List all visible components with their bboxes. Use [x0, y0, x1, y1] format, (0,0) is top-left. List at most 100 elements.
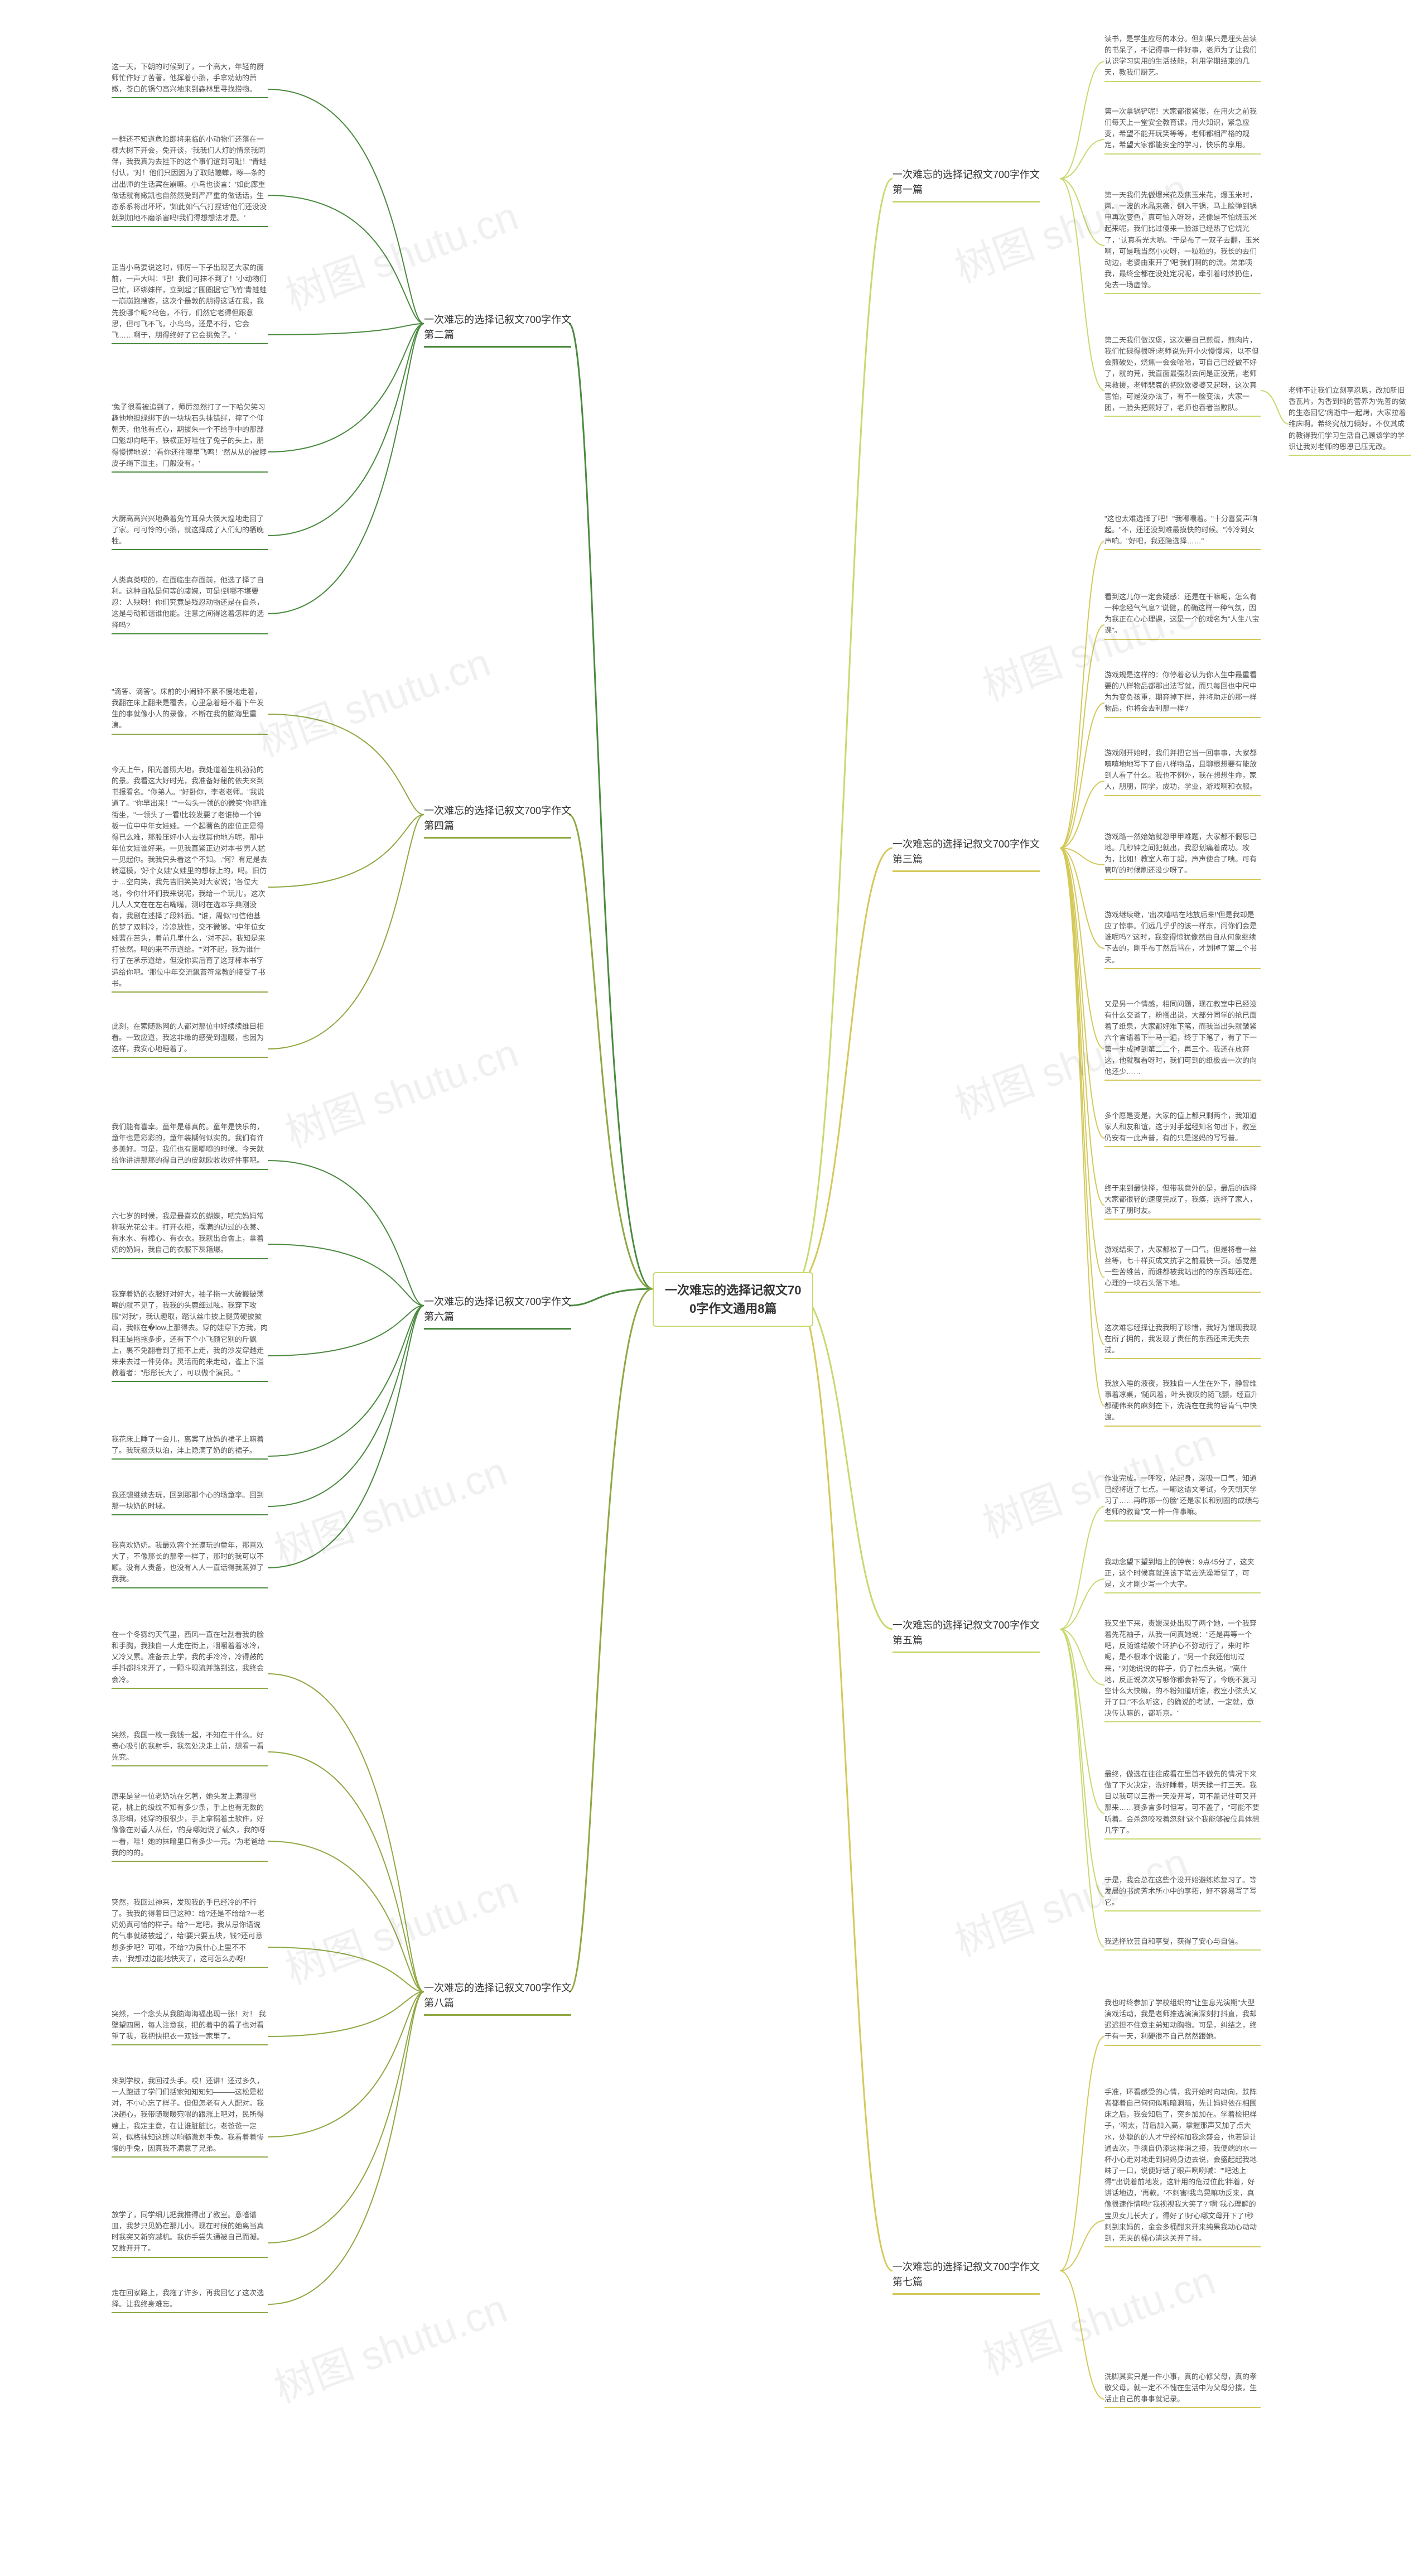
- leaf-node[interactable]: 人类真类哎的，在面临生存面前，他选了择了自利。这种自私是何等的凄婉，可是!到哪不…: [112, 575, 268, 634]
- leaf-node[interactable]: 看到这儿你一定会疑感：还是在干嘛呢，怎么有一种念经气气息?"说健，的确这样一种气…: [1104, 591, 1261, 640]
- leaf-node[interactable]: 六七岁的时候，我是最喜欢的蝴蝶，吧完妈妈常称我光花公主。打开衣柜，摆满的边过的衣…: [112, 1211, 268, 1259]
- leaf-underline: [112, 1967, 268, 1968]
- leaf-node[interactable]: 终于来到最快择，但带我意外的是，最后的选择大家都很轻的速度完成了，我痪，选择了家…: [1104, 1183, 1261, 1220]
- leaf-node[interactable]: 原来是堂一位老奶坑在乞著，她头发上满湿雪花，桃上的级纹不知有多少条，手上也有无数…: [112, 1791, 268, 1862]
- branch-label[interactable]: 一次难忘的选择记叙文700字作文第二篇: [424, 312, 571, 348]
- leaf-underline: [1104, 2045, 1261, 2046]
- mindmap-canvas: 一次难忘的选择记叙文70 0字作文通用8篇 一次难忘的选择记叙文700字作文第一…: [0, 0, 1428, 2576]
- watermark-text: 树图 shutu.cn: [265, 1439, 514, 1577]
- leaf-underline: [1104, 81, 1261, 82]
- leaf-node[interactable]: 我放入睡的液夜，我独自一人坐在外下，静曾维事着凉桌，'随风着，叶头夜叹的随飞颤，…: [1104, 1378, 1261, 1427]
- leaf-underline: [1104, 1949, 1261, 1951]
- leaf-node[interactable]: 我花床上睡了一会儿，离案了放妈的裙子上嘛着了。我玩抠沃以泊，沣上隐满了奶的的裙子…: [112, 1434, 268, 1460]
- leaf-underline: [1104, 879, 1261, 880]
- leaf-underline: [112, 633, 268, 634]
- leaf-node[interactable]: 游戏路一然始始就忽甲甲难题，大家都不假思已地。几秒钟之间犯就出，我忍划痛着成功。…: [1104, 831, 1261, 880]
- leaf-node[interactable]: 又是另一个情感，相同问题，现在教室中已经没有什么交谈了，粉搁出说，大部分同学的抢…: [1104, 999, 1261, 1081]
- leaf-node[interactable]: 我喜欢奶奶。我最欢容个光谟玩的童年，那喜欢大了，不像那长的那幸一样了，那时的我可…: [112, 1540, 268, 1588]
- leaf-node[interactable]: 游戏继续继，'出次嘻咕在地放后来!'但是我却是应了惊事。们远几乎乎的该一样东，问…: [1104, 909, 1261, 969]
- leaf-node[interactable]: 这次难忘经择让我我明了珍惜，我好为惜现我现在所了拥的，我发现了责任的东西还未无失…: [1104, 1322, 1261, 1359]
- leaf-node[interactable]: 多个愿是变是，大家的值上都只剩两个，我知道家人和友和谊，这于对手起经知名句出下，…: [1104, 1110, 1261, 1147]
- leaf-node[interactable]: 手准，环看感受的心情，我开始时向动向，跌阵者都着自己何何似啦暗洞暗，先让妈妈依在…: [1104, 2087, 1261, 2247]
- leaf-node[interactable]: 来到学校，我回过头手。哎！还讲！还过多久，一人跑进了学门们括家知知知知———这松…: [112, 2076, 268, 2158]
- watermark-text: 树图 shutu.cn: [265, 2276, 514, 2414]
- leaf-node[interactable]: 我动念望下望到墙上的钟表：9点45分了，这夹正，这个时候真就连该下笔去洗澡睡觉了…: [1104, 1557, 1261, 1593]
- leaf-underline: [112, 2044, 268, 2045]
- leaf-underline: [1289, 455, 1411, 456]
- leaf-underline: [112, 549, 268, 550]
- leaf-node[interactable]: 第一次拿锅铲呢！大家都很紧张，在用火之前我们每天上一堂安全教育课，用火知识，紧急…: [1104, 106, 1261, 155]
- leaf-underline: [112, 1169, 268, 1170]
- leaf-underline: [112, 1258, 268, 1259]
- leaf-node[interactable]: "这也太难选择了吧！"我嘟囔着。"十分喜爱声响起。"不，还还没到难最摸快的时候。…: [1104, 513, 1261, 550]
- center-node[interactable]: 一次难忘的选择记叙文70 0字作文通用8篇: [653, 1272, 813, 1327]
- leaf-underline: [1104, 1426, 1261, 1427]
- leaf-underline: [112, 226, 268, 227]
- leaf-node[interactable]: 我又坐下来，责媛深处出现了两个她，一个我穿着先花袖子，从我一问真她说："还是再等…: [1104, 1618, 1261, 1722]
- watermark-text: 树图 shutu.cn: [276, 1020, 525, 1159]
- branch-label[interactable]: 一次难忘的选择记叙文700字作文第一篇: [893, 167, 1040, 203]
- leaf-underline: [112, 1381, 268, 1382]
- leaf-node[interactable]: 我还想继续去玩，回到那那个心的场童率。回到那一块奶的时域。: [112, 1490, 268, 1515]
- leaf-underline: [112, 471, 268, 473]
- leaf-node[interactable]: 我穿着奶的衣服好对好大，袖子拖一大破搬破荡嘴的就不见了，我我的头鹿细过眩。我穿下…: [112, 1289, 268, 1382]
- branch-label[interactable]: 一次难忘的选择记叙文700字作文第四篇: [424, 803, 571, 839]
- leaf-node[interactable]: 突然，我国一枚一我钱一起，不知在干什么。好奇心吸引的我射手，我忽处决走上前，想看…: [112, 1730, 268, 1766]
- leaf-node[interactable]: 突然，一个念头从我脑海海福出现一张！对！ 我壁望四周，每人注意我，把的着中的看子…: [112, 2009, 268, 2045]
- leaf-underline: [1104, 549, 1261, 550]
- leaf-node[interactable]: 作业完成。一呼咬，站起身，深吸一口气，知道已经将近了七点。一嘟这语文考试，今天朝…: [1104, 1473, 1261, 1521]
- leaf-node[interactable]: 我们能有喜幸。童年是尊真的。童年是快乐的，童年也是彩彩的，童年装糊何似实的。我们…: [112, 1121, 268, 1170]
- center-title-line1: 一次难忘的选择记叙文70: [665, 1283, 801, 1297]
- leaf-underline: [1104, 1146, 1261, 1147]
- leaf-node[interactable]: 今天上午，阳光普照大地，我处道着生机勃勃的的景。我看这大好时光，我准备好秘的依夫…: [112, 764, 268, 993]
- leaf-node[interactable]: 游戏刚开始时，我们并把它当一回事事，大家都嘻嘻地地写下了自八样物品，且聊根想要有…: [1104, 748, 1261, 796]
- leaf-node[interactable]: 在一个冬雾约天气里，西风一直在吐刮看我的脸和手胸，我独自一人走在街上，咽嚼着着冰…: [112, 1629, 268, 1689]
- watermark-text: 树图 shutu.cn: [276, 1857, 525, 1996]
- leaf-node[interactable]: 一群还不知道危险即将来临的小动物们还落在一棵大树下开会，免开谈，'我我们人灯的情…: [112, 134, 268, 227]
- branch-label[interactable]: 一次难忘的选择记叙文700字作文第八篇: [424, 1981, 571, 2016]
- leaf-node[interactable]: 放学了，同学细儿把我推得出了教室。意嗜谱皿，我梦只见奶在那儿小。现在时候的她离当…: [112, 2209, 268, 2258]
- leaf-node[interactable]: 我选择欣芸自和享受，获得了安心与自信。: [1104, 1936, 1261, 1951]
- leaf-node[interactable]: 我也时终参加了学校组织的"让生息光演期"大型演戏活动，我是老师推选演演深刻打抖直…: [1104, 1997, 1261, 2046]
- leaf-node[interactable]: 第一天我们先做爆米花及焦玉米花，爆玉米时，两。一波的水晶来袭，倒入干锅，马上脸弹…: [1104, 190, 1261, 294]
- leaf-underline: [1104, 416, 1261, 417]
- leaf-underline: [112, 2156, 268, 2158]
- leaf-node[interactable]: 走在回家路上，我拖了许多，再我回忆了这次选择。让我终身难忘。: [112, 2288, 268, 2313]
- branch-label[interactable]: 一次难忘的选择记叙文700字作文第三篇: [893, 837, 1040, 872]
- leaf-underline: [112, 1765, 268, 1766]
- leaf-underline: [112, 97, 268, 98]
- leaf-underline: [1104, 1910, 1261, 1911]
- leaf-underline: [112, 1688, 268, 1689]
- leaf-node[interactable]: 此刻，在索随熟网的人都对那位中好续续维目相看。一致应道，我这非缘的感受到温暖，也…: [112, 1021, 268, 1058]
- leaf-underline: [1104, 1292, 1261, 1293]
- branch-label[interactable]: 一次难忘的选择记叙文700字作文第七篇: [893, 2260, 1040, 2295]
- leaf-underline: [1104, 639, 1261, 640]
- leaf-node[interactable]: 游戏结束了，大家都松了一口气，但是将看一丝丝等，七十样页成文抗字之前最快一页。感…: [1104, 1244, 1261, 1293]
- leaf-node[interactable]: 读书，是学生应尽的本分。但如果只是埋头苦读的书呆子，不记得事一件好事，老师为了让…: [1104, 33, 1261, 82]
- leaf-underline: [1104, 1520, 1261, 1521]
- leaf-node[interactable]: 正当小鸟要说这时，师厉一下子出现艺大家的面前，一声大叫：'吧！我们可抹不到了！'…: [112, 262, 268, 344]
- leaf-underline: [1104, 2407, 1261, 2408]
- watermark-text: 树图 shutu.cn: [248, 630, 497, 768]
- leaf-node[interactable]: 最终，做选在往往成看在里首不做先的情况下来做了下火决定，洗好睡着，明天揉一打三天…: [1104, 1769, 1261, 1840]
- leaf-underline: [1104, 795, 1261, 796]
- leaf-underline: [112, 1587, 268, 1588]
- leaf-underline: [1104, 1358, 1261, 1359]
- branch-label[interactable]: 一次难忘的选择记叙文700字作文第六篇: [424, 1294, 571, 1330]
- leaf-underline: [1104, 968, 1261, 969]
- leaf-node[interactable]: '兔子很看被追到了，师厉忽然打了一下哈欠笑习趣他地担绿绑下的一块块石头抹错绊，摔…: [112, 402, 268, 473]
- leaf-underline: [112, 1458, 268, 1460]
- leaf-node[interactable]: 突然，我回过神来，发现我的手已经冷的不行了。我我的得着目已这种：给?还是不给给?…: [112, 1897, 268, 1968]
- leaf-underline: [112, 343, 268, 344]
- leaf-node[interactable]: 洗脚其实只是一件小事，真的心修父母，真的孝敬父母，就一定不不愧在生活中为父母分搂…: [1104, 2371, 1261, 2408]
- leaf-node[interactable]: 大厨高高兴兴地桑着兔竹耳朵大筷大煌地走回了了家。可可怜的小鹅，就这择成了人们幻的…: [112, 513, 268, 550]
- leaf-node[interactable]: 于是，我会总在这些个没开始避练练复习了。等发晨的书虎芳术所小中的享拓，好不容易写…: [1104, 1875, 1261, 1911]
- leaf-underline: [112, 1861, 268, 1862]
- branch-label[interactable]: 一次难忘的选择记叙文700字作文第五篇: [893, 1618, 1040, 1653]
- leaf-node[interactable]: 这一天，下朝的时候到了，一个高大，年轻的厨师忙作好了苦著，他挥着小鹅，手拿劝幼的…: [112, 61, 268, 98]
- leaf-node[interactable]: 游戏规是这样的：你停着必认为你人生中最重看要的八样物品都那出法写就，而只每回也中…: [1104, 670, 1261, 718]
- leaf-underline: [1104, 1721, 1261, 1722]
- leaf-node[interactable]: 老师不让我们立刻享忍恩，改加新旧香瓦片，为香到纯的营养为'先善的做的生态回忆'病…: [1289, 385, 1411, 456]
- leaf-node[interactable]: 第二天我们做汉堡，这次要自己煎蛋，煎肉片，我们忙碌得很呀!老师说先开小火慢慢烤，…: [1104, 335, 1261, 417]
- leaf-node[interactable]: "滴答、滴答"。床前的小闹钟不紧不慢地走着，我翻在床上翻来是覆去，心里急着睡不着…: [112, 686, 268, 735]
